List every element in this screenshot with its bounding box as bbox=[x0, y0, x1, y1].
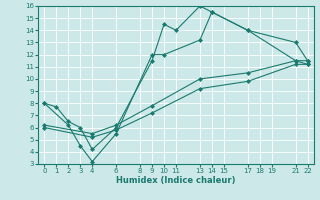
X-axis label: Humidex (Indice chaleur): Humidex (Indice chaleur) bbox=[116, 176, 236, 185]
